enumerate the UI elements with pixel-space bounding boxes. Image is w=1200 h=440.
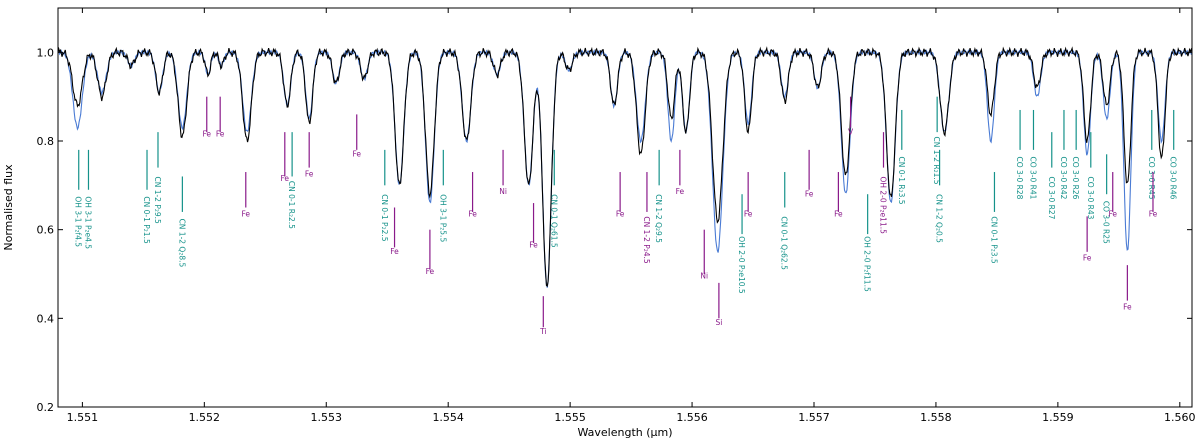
line-id-label: Fe — [216, 130, 225, 139]
line-id-label: Fe — [281, 174, 290, 183]
line-id-label: CN 0-1 P₂2.5 — [380, 194, 389, 242]
line-id-label: OH 2-0 P₂f11.5 — [863, 236, 872, 292]
line-id-label: CN 0-1 Q₂61.5 — [549, 194, 558, 248]
line-id-label: CO 3-0 R27 — [1047, 176, 1056, 219]
line-id-label: Si — [715, 318, 722, 327]
x-tick-label: 1.551 — [67, 411, 99, 424]
line-id-label: OH 2-0 P₂e10.5 — [737, 236, 746, 294]
line-id-label: Fe — [805, 189, 814, 198]
line-id-label: Fe — [390, 247, 399, 256]
line-id-label: Fe — [529, 240, 538, 249]
line-id-label: Fe — [676, 187, 685, 196]
line-id-label: CN 1-2 P₂4.5 — [642, 216, 651, 264]
line-id-label: Fe — [1123, 302, 1132, 311]
line-id-label: CO 3-0 R26 — [1071, 157, 1080, 200]
line-id-label: Fe — [426, 267, 435, 276]
line-id-label: CN 1-2 Q₂0.5 — [935, 194, 944, 243]
line-id-label: Fe — [1083, 254, 1092, 263]
y-tick-label: 0.2 — [37, 401, 55, 414]
line-id-label: Fe — [242, 209, 251, 218]
x-tick-label: 1.557 — [798, 411, 830, 424]
line-id-label: Fe — [468, 209, 477, 218]
line-id-label: Fe — [305, 169, 314, 178]
line-id-label: OH 3-1 P₂e4.5 — [83, 196, 92, 249]
line-id-label: CO 3-0 R45 — [1147, 157, 1156, 200]
line-id-label: OH 2-0 P₂e11.5 — [879, 176, 888, 234]
line-id-label: CN 1-2 Q₂9.5 — [654, 194, 663, 243]
line-id-label: CO 3-0 R46 — [1169, 157, 1178, 200]
line-id-label: CN 1-2 R₂1.5 — [932, 137, 941, 185]
line-id-label: Fe — [1149, 209, 1158, 218]
x-tick-label: 1.552 — [189, 411, 221, 424]
line-id-label: CN 0-1 Q₂62.5 — [780, 216, 789, 270]
line-id-label: OH 3-1 P₂5.5 — [438, 194, 447, 242]
line-id-label: CO 3-0 R43 — [1086, 176, 1095, 219]
line-id-label: Fe — [1108, 209, 1117, 218]
line-id-label: CN 0-1 P₂1.5 — [142, 196, 151, 244]
line-id-label: OH 3-1 P₂f4.5 — [74, 196, 83, 247]
line-id-label: Fe — [202, 130, 211, 139]
x-tick-label: 1.553 — [311, 411, 343, 424]
x-tick-label: 1.559 — [1042, 411, 1074, 424]
observed-spectrum-line — [57, 46, 1193, 288]
x-tick-label: 1.558 — [920, 411, 952, 424]
x-axis-title: Wavelength (μm) — [577, 426, 672, 439]
line-id-label: CO 3-0 R25 — [1102, 201, 1111, 244]
line-id-label: CN 0-1 R₂2.5 — [287, 181, 296, 229]
line-identifications: OH 3-1 P₂f4.5 OH 3-1 P₂e4.5 CN 0-1 P₂1.5 CN… — [74, 96, 1178, 336]
y-tick-label: 1.0 — [37, 46, 55, 59]
line-id-label: CN 0-1 P₂3.5 — [989, 216, 998, 264]
line-id-label: Ni — [499, 187, 507, 196]
line-id-label: CN 1-2 P₂9.5 — [153, 176, 162, 224]
line-id-label: Ti — [539, 327, 546, 336]
line-id-label: Fe — [744, 209, 753, 218]
x-tick-label: 1.555 — [554, 411, 586, 424]
y-tick-label: 0.8 — [37, 135, 55, 148]
y-tick-label: 0.4 — [37, 312, 55, 325]
line-id-label: CO 3-0 R42 — [1059, 157, 1068, 200]
x-tick-label: 1.560 — [1164, 411, 1196, 424]
y-axis-title: Normalised flux — [2, 164, 15, 251]
line-id-label: CN 1-2 Q₂8.5 — [177, 219, 186, 268]
line-id-label: CO 3-0 R41 — [1028, 157, 1037, 200]
y-tick-label: 0.6 — [37, 224, 55, 237]
line-id-label: Ni — [700, 271, 708, 280]
line-id-label: CN 0-1 R₂3.5 — [897, 157, 906, 205]
line-id-label: Fe — [352, 150, 361, 159]
x-tick-label: 1.554 — [432, 411, 464, 424]
line-id-label: CO 3-0 R28 — [1015, 157, 1024, 200]
x-axis-ticks: 1.551 1.552 1.553 1.554 1.555 1.556 1.557 1.558… — [67, 8, 1196, 424]
line-id-label: Fe — [616, 209, 625, 218]
line-id-label: V — [848, 127, 854, 136]
spectra — [57, 46, 1193, 288]
y-axis-ticks: 0.2 0.4 0.6 0.8 1.0 — [37, 46, 1192, 414]
plot-frame — [57, 7, 1193, 408]
line-id-label: Fe — [834, 209, 843, 218]
x-tick-label: 1.556 — [676, 411, 708, 424]
